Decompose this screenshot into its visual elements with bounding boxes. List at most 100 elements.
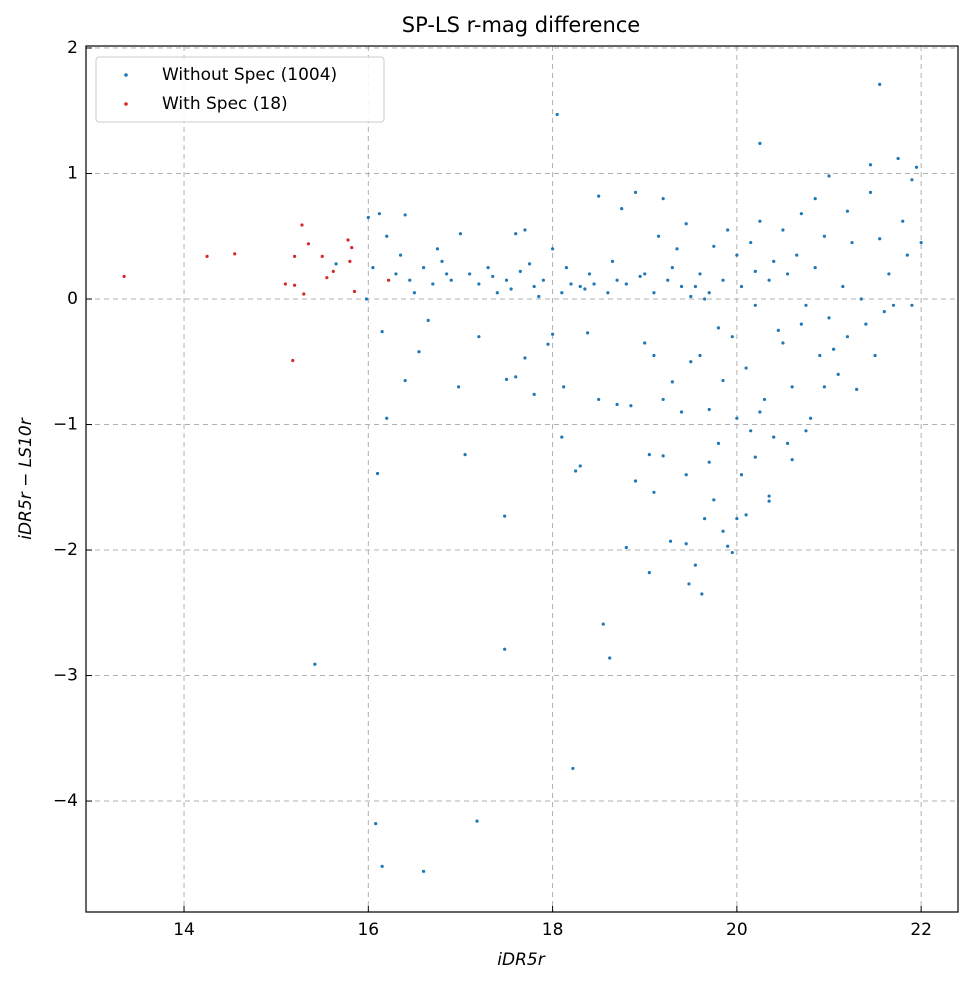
point xyxy=(463,453,467,457)
point xyxy=(477,335,481,339)
point xyxy=(331,269,335,274)
point xyxy=(827,174,831,178)
point xyxy=(486,266,490,270)
x-tick-label: 22 xyxy=(910,920,932,940)
point xyxy=(408,278,412,282)
point xyxy=(652,490,656,494)
y-axis-label: iDR5r − LS10r xyxy=(16,417,36,539)
point xyxy=(887,272,891,276)
point xyxy=(799,322,803,326)
point xyxy=(364,297,369,301)
point xyxy=(679,284,684,289)
point xyxy=(578,464,582,468)
point xyxy=(620,207,624,211)
point xyxy=(776,328,780,332)
point xyxy=(377,212,381,216)
point xyxy=(859,297,863,301)
point xyxy=(417,350,421,354)
point xyxy=(707,460,711,464)
point xyxy=(698,353,702,358)
point xyxy=(878,82,882,87)
point xyxy=(550,332,555,336)
point xyxy=(633,479,638,483)
point xyxy=(504,377,509,381)
point xyxy=(818,353,822,358)
point xyxy=(523,228,527,232)
point xyxy=(914,165,919,169)
x-tick-label: 14 xyxy=(173,920,195,940)
point xyxy=(785,272,790,276)
point xyxy=(836,372,840,376)
point xyxy=(306,242,311,246)
point xyxy=(799,212,803,216)
point xyxy=(583,287,587,291)
point xyxy=(687,582,691,586)
point xyxy=(560,291,564,295)
y-tick-label: −1 xyxy=(53,415,78,435)
point xyxy=(523,356,527,360)
point xyxy=(781,341,785,345)
point xyxy=(629,404,633,408)
point xyxy=(684,222,688,226)
point xyxy=(707,291,711,295)
point xyxy=(546,342,550,346)
point xyxy=(700,592,704,596)
point xyxy=(562,385,566,389)
point xyxy=(386,278,391,282)
y-tick-label: 1 xyxy=(67,164,78,184)
point xyxy=(514,375,518,379)
point xyxy=(744,513,748,517)
point xyxy=(827,316,831,320)
point xyxy=(864,322,868,326)
point xyxy=(762,397,767,402)
y-tick-label: −2 xyxy=(53,540,78,560)
point xyxy=(458,232,463,236)
point xyxy=(633,190,638,194)
point xyxy=(726,544,730,548)
point xyxy=(431,282,435,286)
point xyxy=(334,262,338,266)
point xyxy=(652,291,656,295)
point xyxy=(569,282,573,286)
chart-title: SP-LS r-mag difference xyxy=(402,13,640,37)
point xyxy=(468,272,472,276)
point xyxy=(721,379,725,383)
point xyxy=(703,297,707,301)
point xyxy=(661,454,665,458)
point xyxy=(608,656,612,660)
legend-box xyxy=(95,56,385,123)
point xyxy=(739,473,744,477)
point xyxy=(767,494,771,498)
point xyxy=(504,278,509,282)
point xyxy=(475,819,479,823)
point xyxy=(726,228,730,232)
point xyxy=(348,259,352,263)
point xyxy=(656,234,661,238)
point xyxy=(403,379,407,383)
point xyxy=(845,335,850,339)
point xyxy=(371,266,375,270)
point xyxy=(638,274,642,279)
point xyxy=(293,283,297,287)
point xyxy=(503,647,507,651)
point xyxy=(233,252,237,256)
point xyxy=(767,499,771,503)
y-tick-label: 0 xyxy=(67,289,78,309)
point xyxy=(643,272,647,276)
point xyxy=(689,294,693,299)
point xyxy=(781,228,785,232)
point xyxy=(449,278,453,282)
point xyxy=(532,284,536,289)
point xyxy=(578,284,582,289)
point xyxy=(440,259,444,263)
point xyxy=(841,284,845,289)
point xyxy=(457,385,461,389)
point xyxy=(652,353,656,358)
point xyxy=(421,266,426,270)
point xyxy=(689,360,693,364)
point xyxy=(679,410,684,414)
point xyxy=(532,392,536,397)
point xyxy=(813,266,817,270)
point xyxy=(346,238,350,242)
point xyxy=(716,441,721,445)
